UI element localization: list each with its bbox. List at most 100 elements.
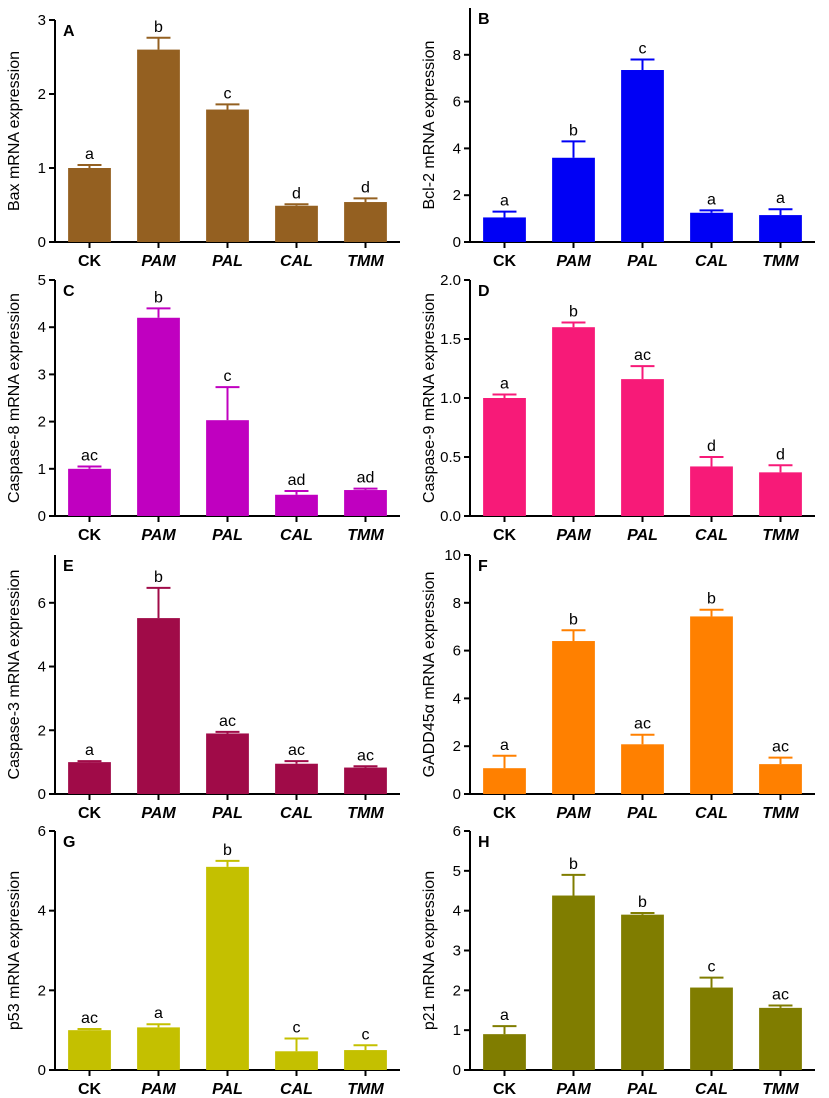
y-tick-label: 2.0 <box>440 272 461 289</box>
x-tick-label: PAL <box>212 805 243 822</box>
y-tick-label: 6 <box>453 823 461 840</box>
bar <box>344 490 387 516</box>
y-tick-label: 6 <box>38 595 46 612</box>
significance-letter: b <box>154 19 163 36</box>
bar <box>206 866 249 1070</box>
y-axis-title: p21 mRNA expression <box>421 871 438 1030</box>
significance-letter: ac <box>772 739 789 756</box>
y-tick-label: 0 <box>38 1062 46 1079</box>
y-tick-label: 5 <box>453 863 461 880</box>
significance-letter: a <box>500 193 509 210</box>
significance-letter: c <box>224 368 232 385</box>
significance-letter: a <box>85 742 94 759</box>
x-tick-label: CK <box>78 253 102 270</box>
x-tick-label: CK <box>493 253 517 270</box>
x-tick-label: PAM <box>141 527 176 544</box>
significance-letter: a <box>500 1007 509 1024</box>
panel-letter: E <box>63 558 74 575</box>
panel-c: 0 1 2 3 4 5 CK ac PAM b PAL c CAL ad TMM ad C Caspase-8 m… <box>6 272 400 544</box>
panel-letter: D <box>478 283 490 300</box>
bar <box>275 494 318 516</box>
x-tick-label: TMM <box>762 527 799 544</box>
significance-letter: ad <box>288 472 306 489</box>
significance-letter: c <box>708 959 716 976</box>
x-tick-label: CK <box>493 1081 517 1098</box>
x-tick-label: PAM <box>556 805 591 822</box>
y-tick-label: 2 <box>453 187 461 204</box>
y-tick-label: 1 <box>38 461 46 478</box>
x-tick-label: PAM <box>141 805 176 822</box>
x-tick-label: PAL <box>627 805 658 822</box>
significance-letter: c <box>362 1026 370 1043</box>
significance-letter: b <box>569 122 578 139</box>
bar <box>344 767 387 794</box>
bar <box>483 217 526 242</box>
significance-letter: d <box>776 446 785 463</box>
significance-letter: b <box>569 303 578 320</box>
bar <box>690 212 733 242</box>
x-tick-label: CAL <box>280 1081 313 1098</box>
bar <box>552 157 595 242</box>
panel-b: 0 2 4 6 8 CK a PAM b PAL c CAL a TMM a B Bcl-2 mRNA expr… <box>421 8 815 270</box>
y-tick-label: 0 <box>38 234 46 251</box>
panel-a: 0 1 2 3 CK a PAM b PAL c CAL d TMM d A Bax mRNA express… <box>6 12 400 270</box>
x-tick-label: CAL <box>695 805 728 822</box>
bar <box>621 744 664 794</box>
x-tick-label: TMM <box>762 805 799 822</box>
significance-letter: b <box>638 894 647 911</box>
x-tick-label: CK <box>78 527 102 544</box>
y-tick-label: 0.5 <box>440 449 461 466</box>
bar <box>68 168 111 242</box>
y-tick-label: 10 <box>444 547 461 564</box>
x-tick-label: PAM <box>556 253 591 270</box>
x-tick-label: CAL <box>280 805 313 822</box>
x-tick-label: PAL <box>212 253 243 270</box>
x-tick-label: CK <box>78 1081 102 1098</box>
bar <box>552 895 595 1070</box>
significance-letter: ac <box>81 1010 98 1027</box>
significance-letter: d <box>292 185 301 202</box>
significance-letter: ac <box>772 986 789 1003</box>
significance-letter: b <box>154 569 163 586</box>
y-tick-label: 4 <box>38 319 46 336</box>
panel-letter: G <box>63 834 75 851</box>
y-tick-label: 2 <box>38 414 46 431</box>
significance-letter: ad <box>357 470 375 487</box>
y-axis-title: Bcl-2 mRNA expression <box>421 41 438 210</box>
x-tick-label: PAM <box>556 527 591 544</box>
significance-letter: d <box>361 179 370 196</box>
significance-letter: a <box>154 1005 163 1022</box>
bar <box>690 616 733 794</box>
x-tick-label: PAM <box>556 1081 591 1098</box>
y-tick-label: 1 <box>38 160 46 177</box>
significance-letter: ac <box>634 716 651 733</box>
significance-letter: b <box>569 611 578 628</box>
y-tick-label: 2 <box>38 982 46 999</box>
x-tick-label: CAL <box>695 253 728 270</box>
x-tick-label: CAL <box>280 253 313 270</box>
y-tick-label: 0 <box>453 1062 461 1079</box>
significance-letter: ac <box>357 747 374 764</box>
bar <box>137 317 180 516</box>
bar <box>621 70 664 242</box>
bar <box>206 733 249 794</box>
significance-letter: b <box>223 842 232 859</box>
panel-letter: F <box>478 558 488 575</box>
y-tick-label: 3 <box>38 12 46 29</box>
y-tick-label: 0 <box>453 786 461 803</box>
bar <box>275 763 318 794</box>
y-tick-label: 1.5 <box>440 331 461 348</box>
x-tick-label: CK <box>78 805 102 822</box>
y-axis-title: Caspase-8 mRNA expression <box>6 293 23 503</box>
x-tick-label: CAL <box>695 527 728 544</box>
significance-letter: ac <box>81 447 98 464</box>
y-tick-label: 4 <box>453 903 461 920</box>
x-tick-label: PAL <box>627 527 658 544</box>
significance-letter: b <box>569 856 578 873</box>
x-tick-label: CK <box>493 527 517 544</box>
x-tick-label: PAL <box>627 1081 658 1098</box>
bar <box>137 49 180 242</box>
bar <box>344 202 387 242</box>
y-tick-label: 0 <box>38 786 46 803</box>
